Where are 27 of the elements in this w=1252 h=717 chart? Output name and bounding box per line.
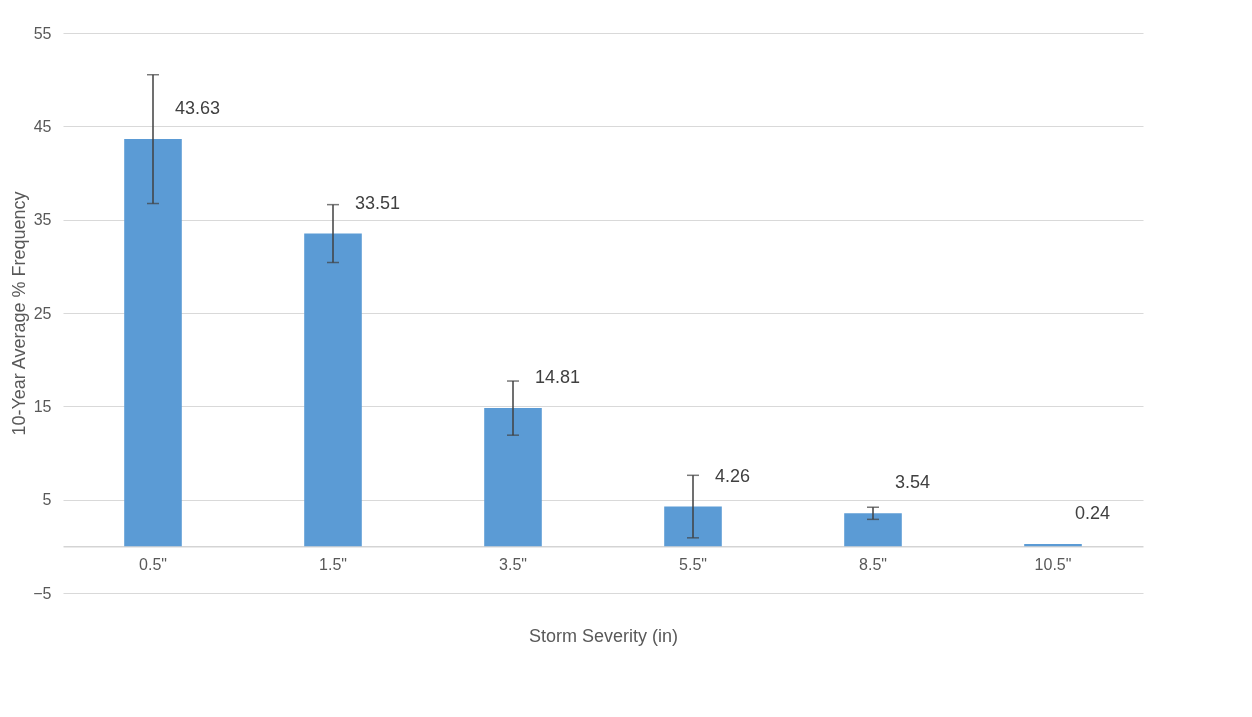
y-tick-label: 45: [33, 117, 52, 135]
y-tick-label: 55: [33, 24, 52, 42]
data-label: 3.54: [895, 472, 931, 493]
x-tick-label: 10.5": [1034, 555, 1072, 573]
data-label: 0.24: [1075, 503, 1111, 524]
bar: [484, 408, 542, 547]
bar: [844, 513, 902, 547]
y-axis-title: 10-Year Average % Frequency: [9, 191, 30, 436]
y-tick-label: −5: [33, 584, 52, 602]
x-tick-label: 1.5": [319, 555, 347, 573]
x-tick-label: 3.5": [499, 555, 527, 573]
x-tick-label: 0.5": [139, 555, 167, 573]
data-label: 14.81: [535, 367, 581, 388]
data-label: 33.51: [355, 192, 401, 213]
data-label: 4.26: [715, 465, 751, 486]
bar: [1024, 544, 1082, 547]
x-tick-label: 8.5": [859, 555, 887, 573]
y-tick-label: 5: [42, 491, 52, 509]
bar: [124, 139, 182, 547]
data-label: 43.63: [175, 98, 221, 119]
bar: [664, 506, 722, 547]
x-tick-label: 5.5": [679, 555, 707, 573]
y-tick-label: 35: [33, 211, 52, 229]
y-tick-label: 25: [33, 304, 52, 322]
y-tick-label: 15: [33, 397, 52, 415]
bar: [304, 233, 362, 547]
x-axis-title: Storm Severity (in): [528, 625, 679, 646]
